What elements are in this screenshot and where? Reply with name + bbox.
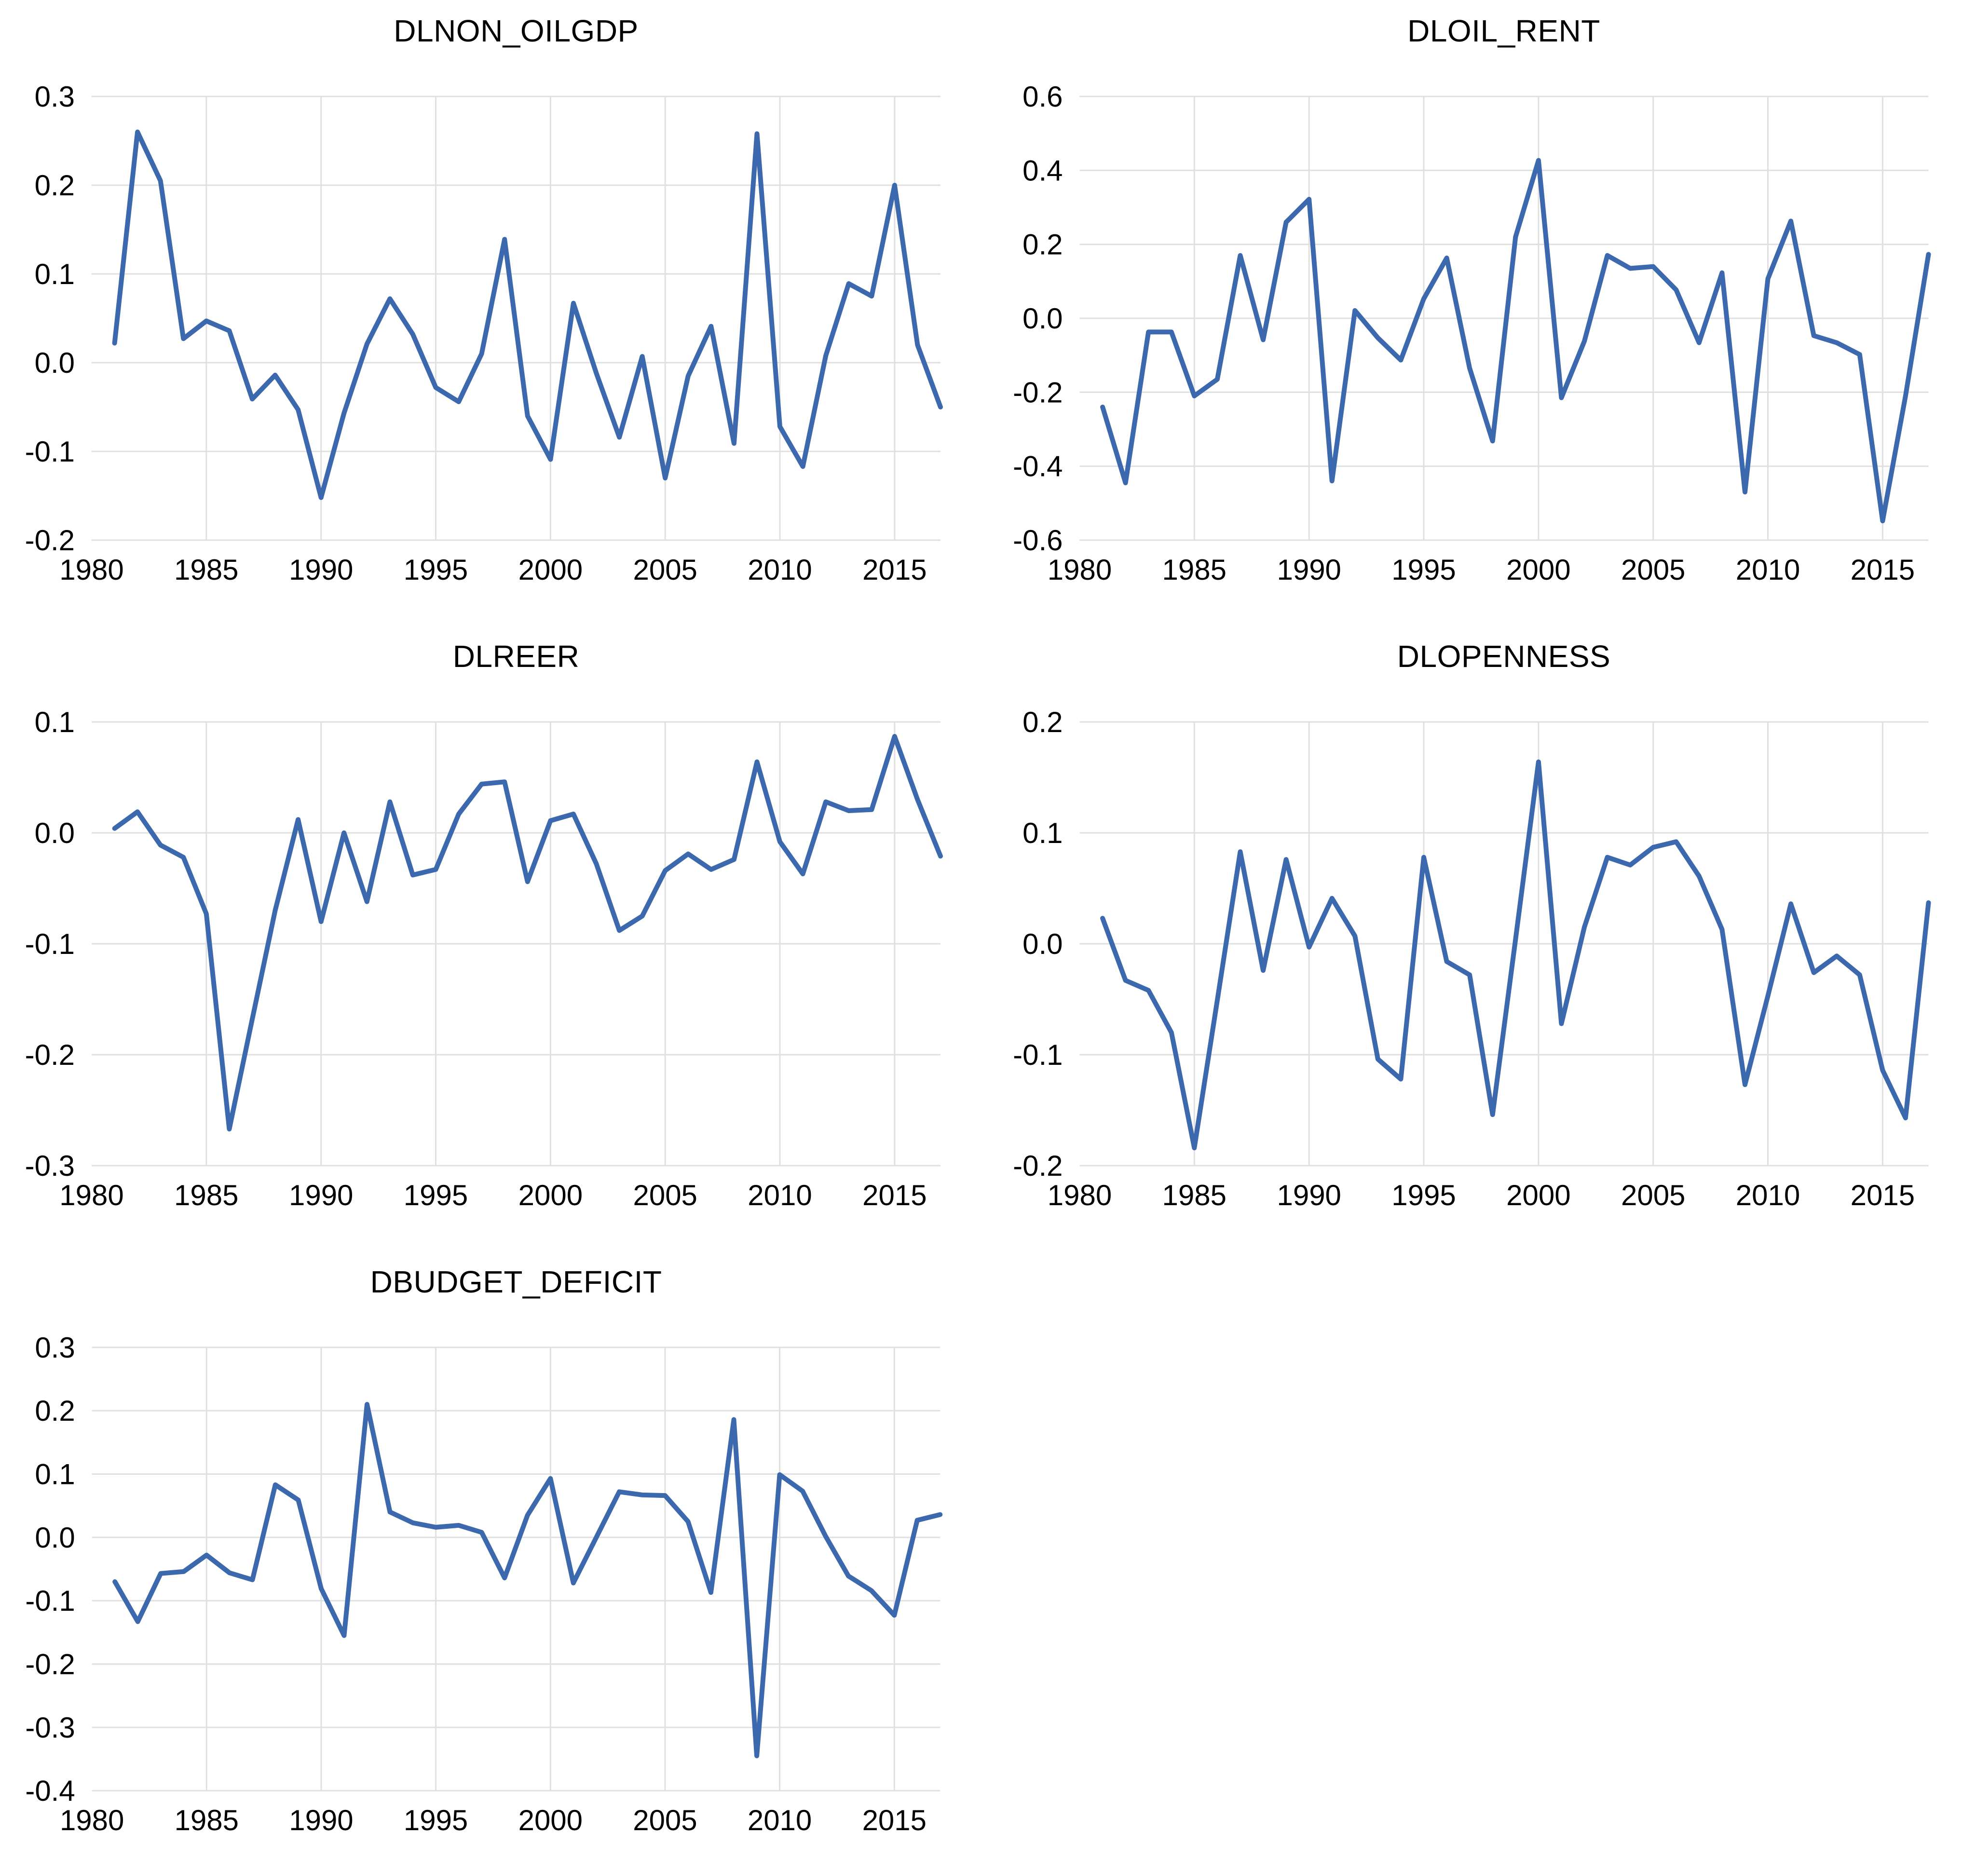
x-tick-label: 2015 [862,1179,927,1211]
x-tick-label: 1980 [60,1804,124,1836]
x-tick-label: 2010 [748,554,812,586]
x-tick-label: 1990 [1277,554,1341,586]
y-tick-label: -0.2 [1013,376,1063,408]
x-tick-label: 2000 [518,554,583,586]
y-tick-label: 0.1 [35,706,75,738]
y-tick-label: -0.2 [25,524,75,557]
y-tick-label: 0.0 [35,1522,75,1554]
x-tick-label: 2010 [748,1804,812,1836]
y-tick-label: -0.3 [25,1150,75,1182]
data-series-line [1100,759,1931,1151]
y-tick-label: -0.4 [25,1775,75,1807]
empty-grid-cell [988,1251,1976,1876]
chart-title-dbudget-deficit: DBUDGET_DEFICIT [370,1264,662,1299]
chart-title-dlreer: DLREER [452,639,580,674]
chart-panel-dbudget-deficit: 0.3 0.2 0.1 0.0 -0.1 -0.2 -0.3 -0.4 1980 1985 1990… [0,1251,988,1876]
y-tick-label: -0.4 [1013,450,1063,483]
data-series-line [112,129,943,500]
x-tick-label: 1990 [289,1804,353,1836]
y-tick-label: -0.2 [1013,1150,1063,1182]
y-tick-label: 0.1 [1022,817,1063,849]
y-tick-label: 0.0 [35,817,75,849]
x-tick-label: 1980 [59,1179,123,1211]
y-tick-label: 0.0 [1022,928,1063,960]
x-tick-label: 1995 [1391,554,1456,586]
y-tick-label: 0.3 [35,1332,75,1364]
x-tick-label: 2005 [633,1179,697,1211]
x-tick-label: 2015 [1851,1179,1915,1211]
x-tick-label: 1985 [1162,554,1226,586]
x-tick-label: 1990 [289,1179,353,1211]
x-tick-label: 1985 [175,1804,239,1836]
x-tick-label: 1980 [1048,1179,1112,1211]
y-tick-label: -0.2 [25,1039,75,1071]
y-tick-label: 0.2 [1022,229,1063,261]
y-tick-label: -0.1 [1013,1039,1063,1071]
y-tick-label: -0.1 [25,435,75,468]
x-tick-label: 2005 [1621,1179,1685,1211]
y-tick-label: 0.2 [35,169,75,202]
x-tick-label: 2005 [1621,554,1685,586]
y-tick-label: 0.4 [1022,154,1063,187]
x-tick-label: 2005 [633,554,697,586]
y-tick-label: 0.2 [1022,706,1063,738]
x-tick-label: 1995 [1391,1179,1456,1211]
chart-title-dlopenness: DLOPENNESS [1397,639,1611,674]
x-tick-label: 1985 [174,1179,238,1211]
y-tick-label: -0.1 [25,928,75,960]
x-tick-label: 1980 [59,554,123,586]
y-tick-label: 0.1 [35,1458,75,1491]
data-series-line [112,734,943,1132]
data-series-line [1100,158,1931,524]
x-tick-label: 2010 [1736,554,1800,586]
x-tick-label: 2010 [1736,1179,1800,1211]
x-tick-label: 1995 [404,554,468,586]
y-tick-label: 0.2 [35,1395,75,1427]
x-tick-label: 1985 [174,554,238,586]
x-tick-label: 2015 [1851,554,1915,586]
x-tick-label: 1985 [1162,1179,1226,1211]
chart-title-dlnon-oilgdp: DLNON_OILGDP [394,14,639,48]
y-tick-label: -0.3 [25,1712,75,1744]
x-tick-label: 2000 [1506,554,1570,586]
x-tick-label: 2000 [1506,1179,1570,1211]
x-tick-label: 2015 [862,1804,927,1836]
y-tick-label: 0.3 [35,81,75,113]
x-tick-label: 2005 [633,1804,697,1836]
chart-panel-dloil-rent: 0.6 0.4 0.2 0.0 -0.2 -0.4 -0.6 1980 1985 1990 1995… [988,0,1976,625]
chart-panel-dlnon-oilgdp: 0.3 0.2 0.1 0.0 -0.1 -0.2 1980 1985 1990 1995 2000… [0,0,988,625]
chart-panel-dlopenness: 0.2 0.1 0.0 -0.1 -0.2 1980 1985 1990 1995 2000 200… [988,625,1976,1251]
x-tick-label: 2015 [862,554,927,586]
x-tick-label: 1990 [289,554,353,586]
data-series-line [112,1402,943,1758]
x-tick-label: 1990 [1277,1179,1341,1211]
x-tick-label: 1980 [1048,554,1112,586]
x-tick-label: 2000 [518,1804,583,1836]
y-tick-label: -0.6 [1013,524,1063,557]
chart-panel-dlreer: 0.1 0.0 -0.1 -0.2 -0.3 1980 1985 1990 1995 2000 20… [0,625,988,1251]
y-tick-label: 0.6 [1022,81,1063,113]
y-tick-label: -0.2 [25,1648,75,1680]
y-tick-label: 0.1 [35,258,75,290]
x-tick-label: 1995 [404,1804,468,1836]
x-tick-label: 1995 [404,1179,468,1211]
y-tick-label: 0.0 [35,347,75,379]
x-tick-label: 2010 [748,1179,812,1211]
y-tick-label: 0.0 [1022,302,1063,335]
chart-title-dloil-rent: DLOIL_RENT [1407,14,1600,48]
x-tick-label: 2000 [518,1179,583,1211]
y-tick-label: -0.1 [25,1585,75,1617]
